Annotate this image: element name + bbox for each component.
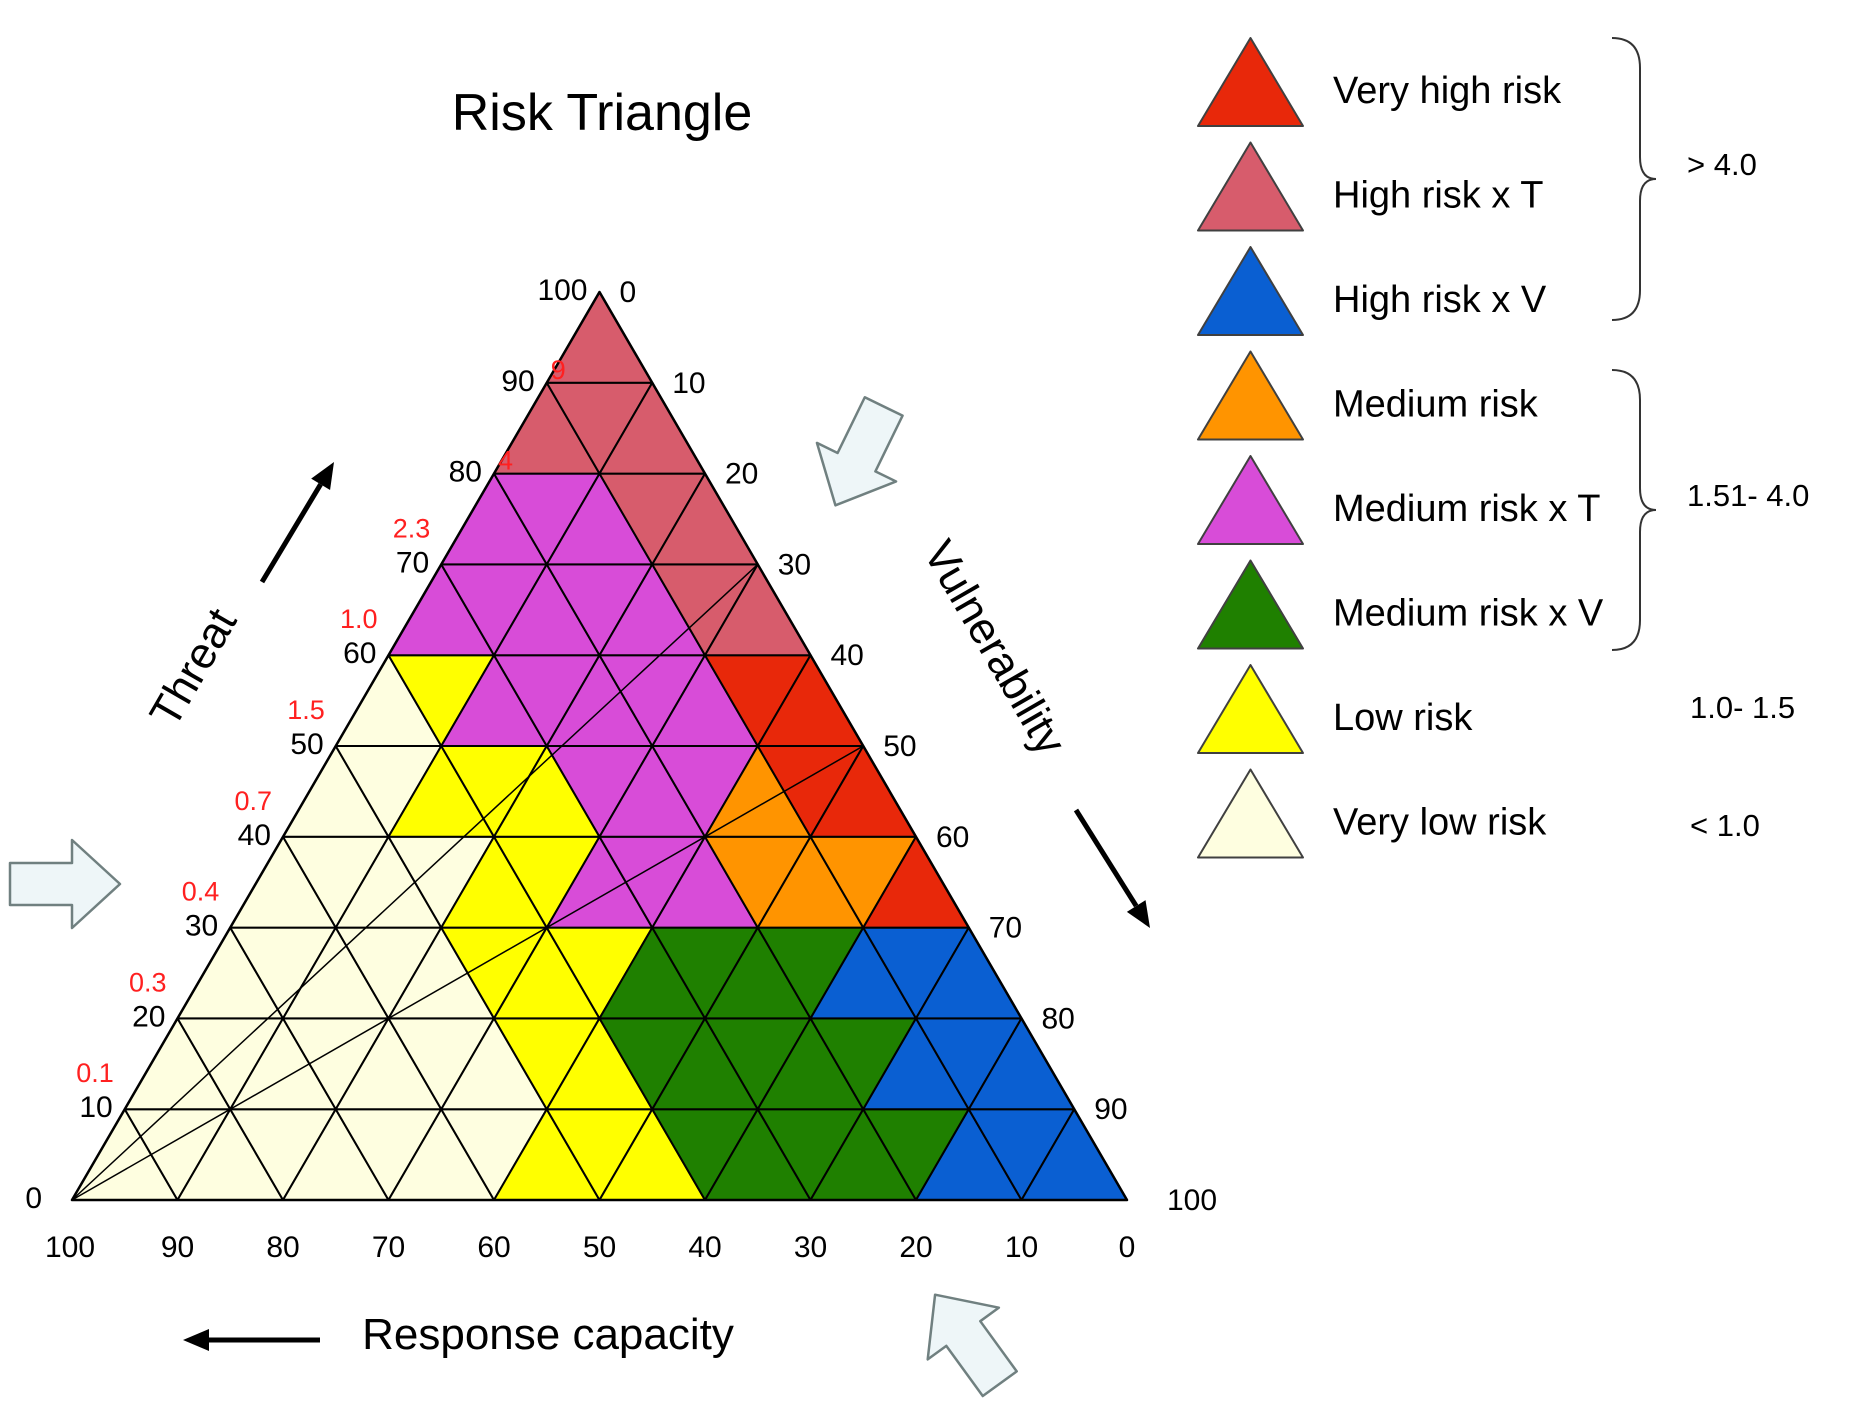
response-capacity-tick-label: 80 (266, 1231, 299, 1264)
response-capacity-tick-label: 50 (583, 1231, 616, 1264)
threat-tick-label: 20 (132, 1000, 165, 1033)
risk-value-label: 0.7 (234, 786, 272, 816)
vulnerability-tick-label: 80 (1042, 1002, 1075, 1035)
response-capacity-tick-label: 0 (1119, 1231, 1136, 1264)
vulnerability-tick-label: 90 (1094, 1093, 1127, 1126)
legend-swatch-icon (1197, 37, 1304, 127)
direction-arrows (8, 396, 1150, 1398)
threat-tick-label: 30 (185, 910, 218, 943)
response-capacity-tick-label: 60 (477, 1231, 510, 1264)
threat-tick-label: 0 (25, 1182, 42, 1215)
risk-value-label: 0.3 (129, 967, 167, 997)
risk-value-label: 1.5 (287, 695, 325, 725)
triangle-grid (70, 290, 1129, 1202)
vulnerability-axis-label: Vulnerability (914, 532, 1075, 763)
vulnerability-tick-label: 50 (883, 730, 916, 763)
arrow-shaft (259, 483, 323, 584)
legend-item: Medium risk x V (1197, 559, 1604, 650)
legend: Very high risk High risk x T High risk x V… (1197, 37, 1809, 859)
response-capacity-tick-label: 30 (794, 1231, 827, 1264)
range-brace (1611, 369, 1657, 651)
response-capacity-tick-label: 20 (899, 1231, 932, 1264)
arrow-head (183, 1329, 209, 1351)
hollow-arrow-icon (815, 396, 904, 507)
threat-tick-label: 40 (238, 819, 271, 852)
legend-item: Very low risk (1197, 768, 1547, 859)
hollow-arrow-shape (815, 396, 904, 507)
direction-arrow-icon (183, 1329, 320, 1351)
legend-swatch-icon (1197, 664, 1304, 754)
threat-tick-label: 50 (290, 728, 323, 761)
response-capacity-tick-label: 70 (372, 1231, 405, 1264)
legend-swatch-icon (1197, 141, 1304, 232)
risk-value-label: 9 (551, 355, 566, 385)
risk-value-label: 1.0 (340, 604, 378, 634)
range-brace (1611, 37, 1657, 321)
legend-swatch-icon (1197, 559, 1304, 650)
risk-range-label: 1.0- 1.5 (1690, 690, 1795, 725)
risk-range-label: < 1.0 (1690, 808, 1760, 843)
arrow-shaft (1073, 808, 1139, 908)
legend-label: Low risk (1333, 697, 1473, 739)
legend-label: Medium risk (1333, 384, 1539, 426)
legend-swatch-icon (1197, 246, 1304, 336)
risk-value-label: 2.3 (393, 513, 431, 543)
threat-tick-label: 10 (79, 1091, 112, 1124)
vulnerability-tick-label: 10 (672, 367, 705, 400)
diagonal-line (71, 563, 759, 1201)
risk-value-label: 0.4 (182, 877, 220, 907)
response-capacity-tick-label: 40 (688, 1231, 721, 1264)
risk-value-label: 4 (498, 446, 513, 476)
legend-item: Low risk (1197, 664, 1473, 754)
hollow-arrow-shape (8, 838, 122, 930)
legend-item: High risk x V (1197, 246, 1547, 336)
risk-value-label: 0.1 (76, 1058, 114, 1088)
triangle-cells (71, 291, 1128, 1201)
risk-range-label: > 4.0 (1687, 147, 1757, 182)
hollow-arrow-icon (8, 838, 122, 930)
threat-tick-label: 90 (501, 365, 534, 398)
response-capacity-tick-label: 10 (1005, 1231, 1038, 1264)
response-capacity-tick-label: 90 (161, 1231, 194, 1264)
legend-label: High risk x V (1333, 279, 1547, 321)
vulnerability-tick-label: 30 (778, 548, 811, 581)
legend-item: High risk x T (1197, 141, 1543, 232)
threat-tick-label: 60 (343, 637, 376, 670)
direction-arrow-icon (1073, 808, 1150, 928)
response-capacity-axis-label: Response capacity (362, 1310, 734, 1359)
vulnerability-tick-label: 60 (936, 821, 969, 854)
threat-axis-label: Threat (140, 600, 246, 735)
legend-swatch-icon (1197, 768, 1304, 859)
threat-tick-label: 70 (396, 546, 429, 579)
arrow-head (1126, 900, 1150, 928)
vulnerability-tick-label: 100 (1167, 1184, 1217, 1217)
threat-tick-label: 100 (537, 274, 587, 307)
hollow-arrow-icon (926, 1293, 1018, 1398)
legend-label: Very high risk (1333, 70, 1562, 112)
legend-item: Medium risk (1197, 350, 1539, 441)
response-capacity-tick-label: 100 (45, 1231, 95, 1264)
diagram-title: Risk Triangle (452, 84, 753, 142)
arrow-head (311, 462, 334, 490)
legend-swatch-icon (1197, 455, 1304, 545)
vulnerability-tick-label: 70 (989, 912, 1022, 945)
legend-item: Medium risk x T (1197, 455, 1600, 545)
threat-tick-label: 80 (449, 456, 482, 489)
direction-arrow-icon (259, 462, 334, 584)
legend-label: Very low risk (1333, 802, 1547, 844)
legend-label: Medium risk x V (1333, 593, 1604, 635)
hollow-arrow-shape (926, 1293, 1018, 1398)
vulnerability-tick-label: 0 (620, 276, 637, 309)
vulnerability-tick-label: 40 (831, 639, 864, 672)
legend-label: Medium risk x T (1333, 488, 1600, 530)
legend-item: Very high risk (1197, 37, 1562, 127)
legend-label: High risk x T (1333, 175, 1543, 217)
risk-range-label: 1.51- 4.0 (1687, 478, 1809, 513)
diagonal-line (71, 745, 864, 1201)
legend-swatch-icon (1197, 350, 1304, 441)
vulnerability-tick-label: 20 (725, 458, 758, 491)
